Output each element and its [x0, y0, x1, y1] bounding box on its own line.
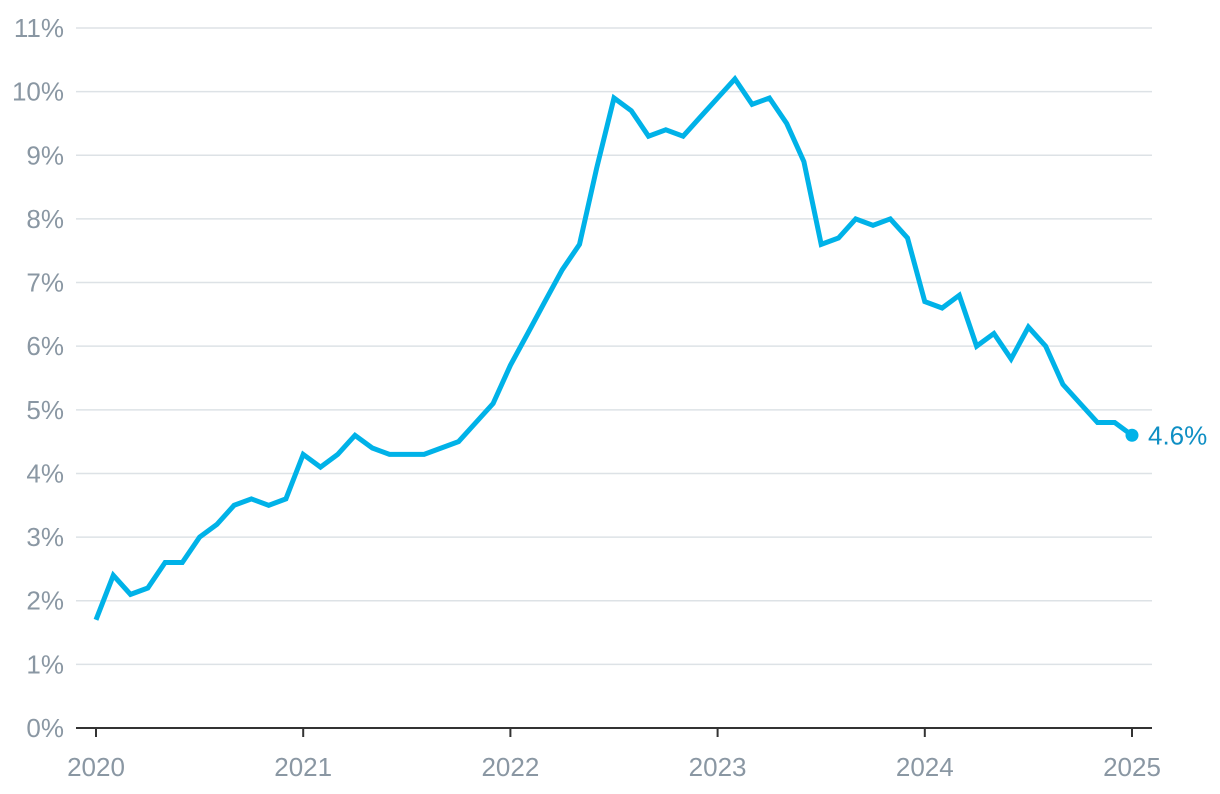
x-axis-ticks: 2020 2021 2022 2023 2024 2025 — [67, 728, 1161, 782]
x-tick-label: 2022 — [481, 752, 539, 782]
y-tick-label: 6% — [26, 331, 64, 361]
series-group — [93, 74, 1134, 621]
x-tick-label: 2020 — [67, 752, 125, 782]
y-tick-label: 2% — [26, 586, 64, 616]
x-tick-label: 2021 — [274, 752, 332, 782]
y-tick-label: 11% — [14, 13, 64, 43]
series-end-label: 4.6% — [1148, 420, 1207, 450]
y-tick-label: 1% — [26, 649, 64, 679]
y-axis-tick-labels: 0% 1% 2% 3% 4% 5% 6% 7% 8% 9% 10% 11% — [12, 13, 64, 743]
y-tick-label: 5% — [26, 395, 64, 425]
y-tick-label: 8% — [26, 204, 64, 234]
gridlines — [76, 27, 1152, 666]
y-tick-label: 4% — [26, 458, 64, 488]
y-tick-label: 10% — [12, 77, 64, 107]
y-tick-label: 9% — [26, 140, 64, 170]
y-tick-label: 7% — [26, 268, 64, 298]
x-tick-label: 2025 — [1103, 752, 1161, 782]
x-tick-label: 2023 — [689, 752, 747, 782]
x-tick-label: 2024 — [896, 752, 954, 782]
y-tick-label: 3% — [26, 522, 64, 552]
series-line — [93, 74, 1134, 621]
series-end-point — [1125, 428, 1139, 442]
y-tick-label: 0% — [26, 713, 64, 743]
